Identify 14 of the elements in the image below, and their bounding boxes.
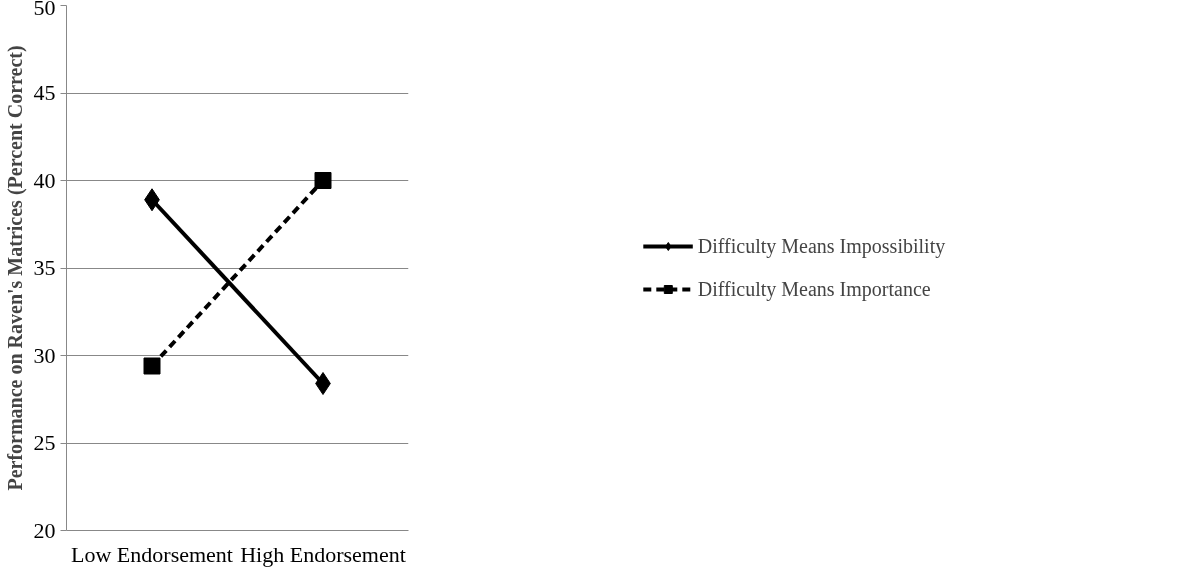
y-tick-label: 50 [33, 0, 56, 20]
legend-label: Difficulty Means Impossibility [697, 234, 946, 258]
y-tick-label: 25 [33, 430, 56, 455]
x-tick-label: High Endorsement [240, 541, 406, 567]
y-tick-label: 20 [33, 517, 56, 543]
y-tick-label: 40 [33, 167, 56, 193]
point [143, 357, 161, 375]
x-tick-label: Low Endorsement [71, 541, 233, 567]
y-tick-label: 45 [33, 80, 56, 105]
y-tick-label: 30 [33, 342, 56, 368]
legend-label: Difficulty Means Importance [697, 277, 931, 301]
point [314, 172, 332, 189]
y-tick-label: 35 [33, 255, 56, 280]
y-axis-title: Performance on Raven's Matrices (Percent Correct) [3, 45, 27, 491]
